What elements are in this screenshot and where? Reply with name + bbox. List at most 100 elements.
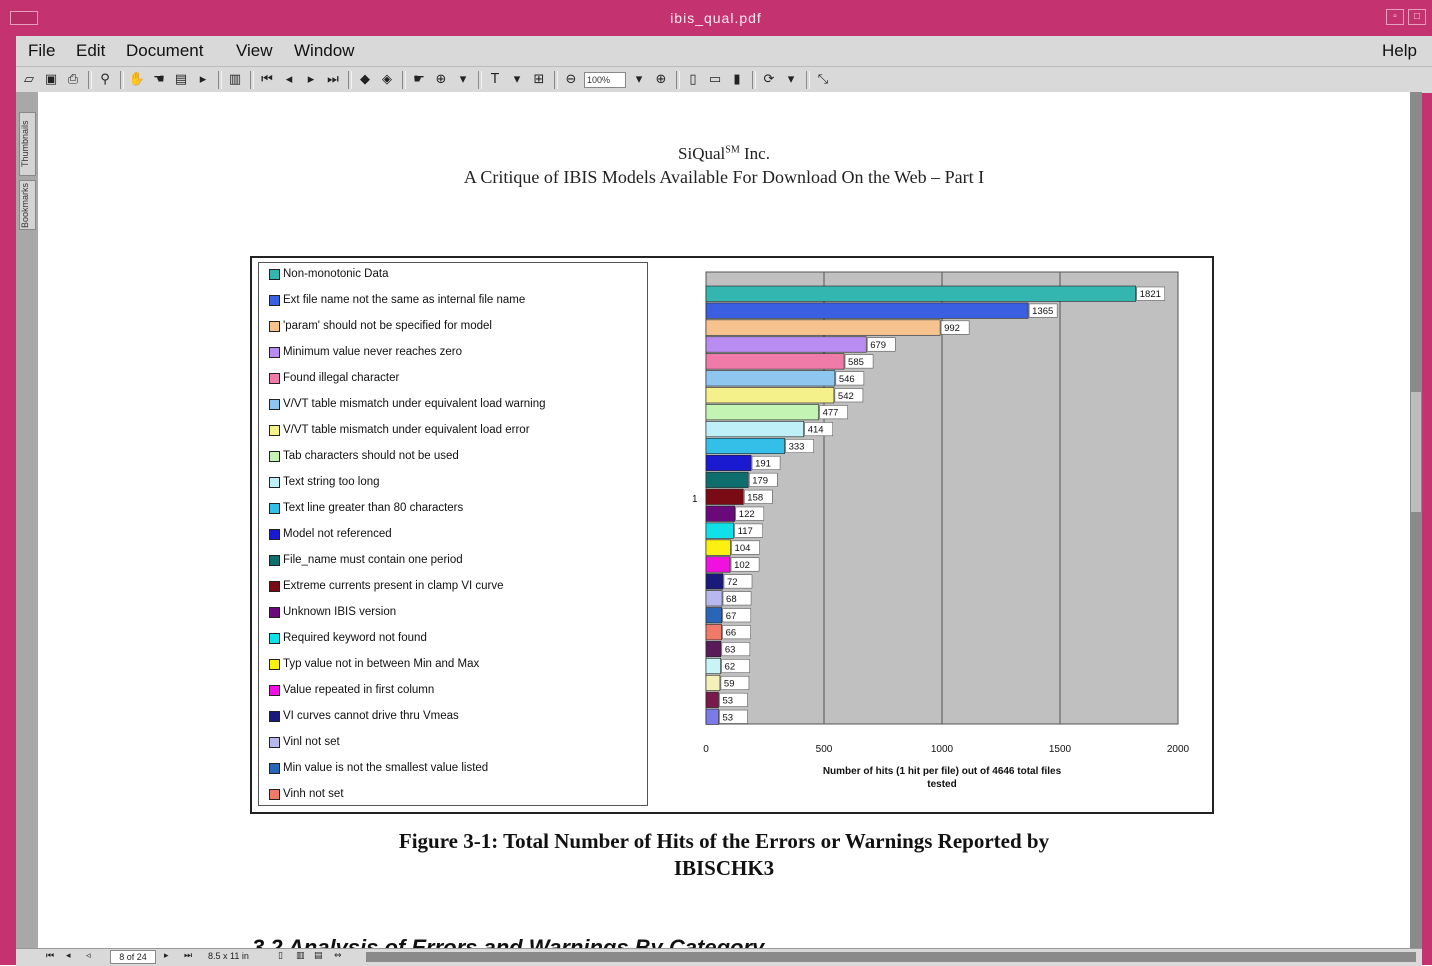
tab-thumbnails[interactable]: Thumbnails [19, 112, 36, 176]
legend-swatch [269, 502, 280, 514]
service-mark: SM [725, 144, 740, 156]
go-back-icon[interactable]: ◆ [360, 72, 370, 87]
first-page-icon[interactable]: ⏮ [261, 72, 273, 87]
legend-item: Extreme currents present in clamp VI cur… [269, 577, 504, 595]
data-label-box [723, 574, 753, 589]
bar [705, 658, 721, 675]
legend-label: Typ value not in between Min and Max [283, 658, 480, 670]
scrollbar-thumb[interactable] [1411, 392, 1421, 512]
toolbar-separator [218, 71, 222, 89]
fit-page-icon[interactable]: ▭ [708, 72, 722, 87]
legend-swatch [269, 346, 280, 358]
bar [705, 556, 731, 573]
legend-label: Minimum value never reaches zero [283, 346, 462, 358]
window-controls: ▫ □ [1386, 9, 1426, 25]
bar [705, 404, 819, 421]
previous-page-icon[interactable]: ◂ [285, 72, 293, 87]
layout-facing-icon[interactable]: ▤ [314, 951, 323, 961]
legend-swatch [269, 398, 280, 410]
data-label: 122 [739, 509, 755, 520]
open-icon[interactable]: ▱ [24, 72, 34, 87]
last-page-icon[interactable]: ⏭ [184, 951, 193, 961]
legend-label: Vinh not set [283, 788, 344, 800]
legend-item: Required keyword not found [269, 629, 427, 647]
reflow-icon[interactable]: ⤡ [817, 72, 829, 87]
select-text-icon[interactable]: ☚ [153, 72, 165, 87]
bar [705, 302, 1029, 319]
legend-swatch [269, 294, 280, 306]
toolbar-separator [478, 71, 482, 89]
vertical-scrollbar[interactable] [1410, 92, 1422, 948]
dropdown-icon[interactable]: ▾ [787, 72, 795, 87]
legend-item: Minimum value never reaches zero [269, 343, 462, 361]
actual-size-icon[interactable]: ▯ [689, 72, 697, 87]
zoom-in-icon[interactable]: ⊕ [435, 72, 447, 87]
menu-help[interactable]: Help [1382, 41, 1417, 60]
go-forward-icon[interactable]: ◈ [382, 72, 392, 87]
y-axis-title: Errors & Warnings with at least 50 hits [692, 418, 693, 601]
bar [705, 438, 785, 455]
layout-single-icon[interactable]: ▯ [278, 951, 283, 961]
zoom-field[interactable]: 100% [584, 72, 626, 88]
hand-tool-icon[interactable]: ✋ [128, 72, 146, 87]
text-select-icon[interactable]: T [491, 72, 499, 87]
minimize-icon[interactable]: ▫ [1386, 9, 1404, 25]
rotate-icon[interactable]: ⟳ [763, 72, 775, 87]
dropdown-icon[interactable]: ▾ [513, 72, 521, 87]
split-handle-icon[interactable]: ⇔ [334, 951, 342, 961]
last-page-icon[interactable]: ⏭ [327, 72, 339, 87]
x-tick-label: 500 [816, 744, 833, 755]
first-page-icon[interactable]: ⏮ [46, 951, 55, 961]
dropdown-icon[interactable]: ▾ [459, 72, 467, 87]
data-label: 191 [755, 458, 771, 469]
next-page-icon[interactable]: ▸ [164, 951, 169, 961]
graphics-select-icon[interactable]: ⊞ [533, 72, 545, 87]
snapshot-icon[interactable]: ▤ [174, 72, 188, 87]
page-forward-icon[interactable]: ▸ [199, 72, 207, 87]
menu-window[interactable]: Window [294, 41, 355, 60]
data-label: 542 [838, 391, 854, 402]
data-label-box [719, 709, 748, 724]
next-page-icon[interactable]: ▸ [307, 72, 315, 87]
zoom-out-icon[interactable]: ⊖ [565, 72, 577, 87]
navigation-pane-icon[interactable]: ▥ [228, 72, 242, 87]
bar [705, 641, 722, 658]
zoom-in-button-icon[interactable]: ⊕ [655, 72, 667, 87]
menu-file[interactable]: File [28, 41, 56, 60]
toolbar-separator [554, 71, 558, 89]
tab-bookmarks[interactable]: Bookmarks [19, 180, 36, 230]
maximize-icon[interactable]: □ [1408, 9, 1426, 25]
figure-caption-line2: IBISCHK3 [673, 856, 775, 880]
data-label: 53 [723, 712, 734, 723]
page-number-field[interactable]: 8 of 24 [110, 950, 156, 964]
data-label: 68 [726, 594, 737, 605]
chart-legend: Non-monotonic Data Ext file name not the … [258, 262, 648, 806]
menu-document[interactable]: Document [126, 41, 204, 60]
print-icon[interactable]: ⎙ [67, 72, 79, 87]
hand-icon[interactable]: ☛ [413, 72, 425, 87]
menu-view[interactable]: View [236, 41, 273, 60]
legend-label: Value repeated in first column [283, 684, 435, 696]
document-pane[interactable]: SiQualSM Inc. A Critique of IBIS Models … [38, 92, 1410, 948]
legend-label: Required keyword not found [283, 632, 427, 644]
fit-width-icon[interactable]: ▮ [733, 72, 741, 87]
bar [705, 471, 749, 488]
save-icon[interactable]: ▣ [44, 72, 58, 87]
horizontal-scrollbar[interactable] [366, 952, 1416, 962]
company-suffix: Inc. [739, 144, 770, 163]
data-label: 1365 [1032, 306, 1053, 317]
data-label: 158 [747, 492, 763, 503]
previous-icon[interactable]: ◃ [86, 951, 91, 961]
data-label-box [785, 439, 814, 453]
previous-page-icon[interactable]: ◂ [66, 951, 71, 961]
window-menu-button[interactable] [10, 11, 38, 25]
data-label-box [734, 523, 763, 538]
layout-continuous-icon[interactable]: ▥ [296, 951, 305, 961]
menu-edit[interactable]: Edit [76, 41, 106, 60]
legend-label: Tab characters should not be used [283, 450, 459, 462]
zoom-dropdown-icon[interactable]: ▾ [635, 72, 643, 87]
find-icon[interactable]: ⚲ [100, 72, 110, 87]
data-label-box [804, 422, 833, 437]
title-bar: ibis_qual.pdf ▫ □ [0, 0, 1432, 36]
data-label-box [835, 371, 865, 386]
